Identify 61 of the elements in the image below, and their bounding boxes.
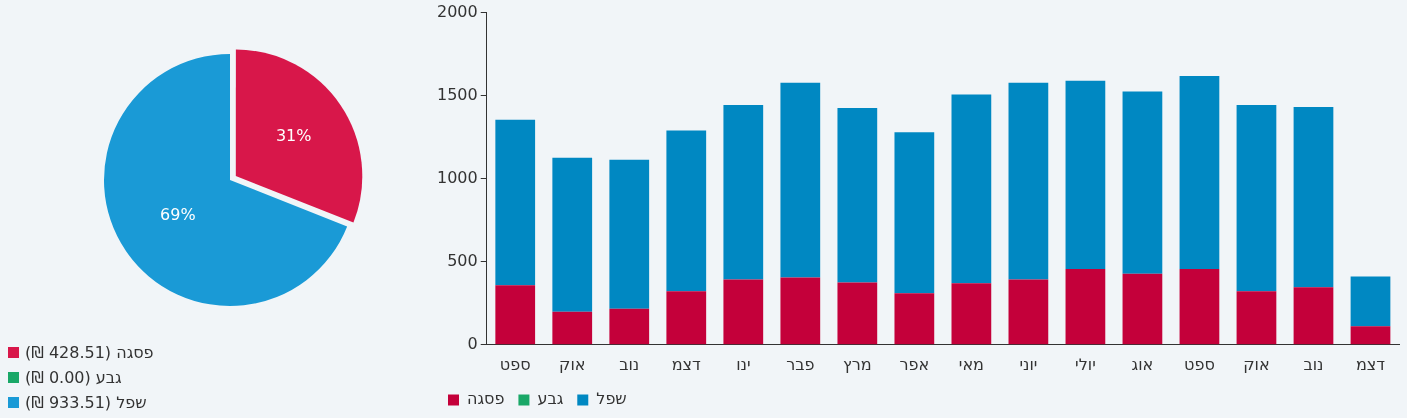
bar (1008, 82, 1049, 280)
legend-label: פסגה (467, 389, 505, 409)
x-tick-label: אוק (559, 354, 586, 374)
bar (1293, 287, 1334, 345)
x-tick-label: אוג (1131, 354, 1154, 374)
y-tick-label: 500 (447, 250, 478, 270)
bar (552, 157, 593, 312)
bar (609, 308, 650, 345)
legend-label: גבע (537, 389, 564, 409)
bar (837, 282, 878, 345)
bar (1065, 268, 1106, 345)
bar (723, 105, 764, 280)
bar (837, 108, 878, 283)
y-tick-label: 1000 (437, 167, 478, 187)
x-tick-label: יולי (1075, 354, 1096, 374)
bar (1122, 91, 1163, 274)
bar (495, 119, 536, 286)
bar (1293, 107, 1334, 288)
bar (1236, 291, 1277, 345)
bar (894, 132, 935, 294)
x-tick-label: ספט (1184, 354, 1215, 374)
legend-label: שפל (596, 389, 627, 409)
x-tick-label: דצמ (671, 354, 702, 374)
data-label: 31% (275, 125, 312, 145)
y-tick-label: 0 (467, 333, 478, 353)
bar (951, 94, 992, 284)
x-tick-label: אוק (1243, 354, 1270, 374)
x-tick-label: מאי (958, 354, 984, 374)
bar (1122, 273, 1163, 345)
legend-label: פסגה (428.51 ₪) (25, 343, 154, 362)
x-tick-label: נוב (1303, 354, 1324, 374)
bar (666, 291, 707, 345)
bar (1179, 268, 1220, 345)
y-tick-label: 1500 (437, 84, 478, 104)
data-label: 69% (160, 204, 196, 224)
legend-label: שפל (933.51 ₪) (25, 393, 147, 412)
x-tick-label: פבר (786, 354, 815, 374)
x-tick-label: דצמ (1355, 354, 1386, 374)
x-tick-label: ספט (499, 354, 531, 374)
bar (609, 159, 650, 309)
bar (780, 82, 821, 278)
y-tick-label: 2000 (437, 1, 478, 21)
bar (1236, 105, 1277, 292)
bar (666, 130, 707, 292)
bar (780, 277, 821, 345)
x-tick-label: אפר (899, 354, 930, 374)
bar (894, 293, 935, 345)
bar (1065, 80, 1106, 269)
bar (951, 283, 992, 345)
x-tick-label: מרץ (843, 354, 872, 374)
x-tick-label: יוני (1019, 354, 1038, 374)
bar (552, 311, 593, 345)
x-tick-label: ינו (736, 354, 751, 374)
bar (495, 285, 536, 345)
legend-label: גבע (0.00 ₪) (25, 368, 122, 387)
x-tick-label: נוב (619, 354, 640, 374)
bar (1008, 279, 1049, 345)
bar (1350, 326, 1391, 345)
bar (1179, 75, 1220, 269)
bar (1350, 276, 1391, 327)
bar (723, 279, 764, 345)
